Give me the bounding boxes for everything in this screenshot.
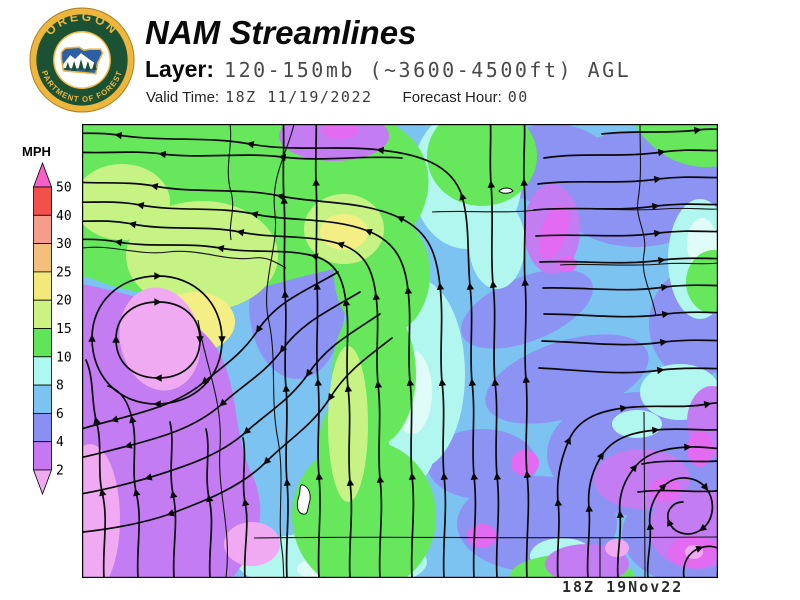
layer-label: Layer: [145, 56, 215, 82]
svg-text:15: 15 [56, 322, 72, 337]
map-timestamp: 18Z 19Nov22 [562, 578, 684, 596]
forecast-hour-label: Forecast Hour: [402, 89, 502, 106]
page-title: NAM Streamlines [145, 14, 417, 51]
svg-text:10: 10 [56, 350, 72, 365]
legend-tick-labels: 50 40 30 25 20 15 10 8 6 4 2 [56, 181, 72, 479]
legend-arrow-bottom [32, 469, 53, 496]
svg-text:30: 30 [56, 237, 72, 252]
legend-arrow-top [32, 161, 53, 188]
legend-units-label: MPH [22, 144, 51, 159]
forecast-hour-value: 00 [507, 88, 529, 106]
layer-value: 120-150mb (~3600-4500ft) AGL [224, 58, 632, 82]
layer-row: Layer: 120-150mb (~3600-4500ft) AGL [145, 56, 631, 83]
legend-color-segments [33, 186, 52, 471]
trees [65, 59, 97, 71]
map-border [82, 124, 718, 578]
svg-text:2: 2 [56, 464, 64, 479]
svg-text:40: 40 [56, 209, 72, 224]
svg-text:25: 25 [56, 265, 72, 280]
time-row: Valid Time: 18Z 11/19/2022 Forecast Hour… [146, 88, 529, 106]
streamlines-layer [82, 124, 718, 578]
oregon-emblem [60, 46, 104, 75]
svg-text:50: 50 [56, 181, 72, 196]
svg-text:6: 6 [56, 407, 64, 422]
streamline-map [82, 124, 718, 578]
svg-text:4: 4 [56, 435, 64, 450]
odf-logo: OREGON DEPARTMENT OF FORESTRY [28, 6, 135, 113]
valid-time-label: Valid Time: [146, 89, 220, 106]
svg-text:8: 8 [56, 379, 64, 394]
wind-speed-legend: MPH 50 40 30 25 20 15 10 8 6 4 2 [22, 144, 72, 496]
svg-text:20: 20 [56, 294, 72, 309]
valid-time-value: 18Z 11/19/2022 [225, 88, 373, 106]
